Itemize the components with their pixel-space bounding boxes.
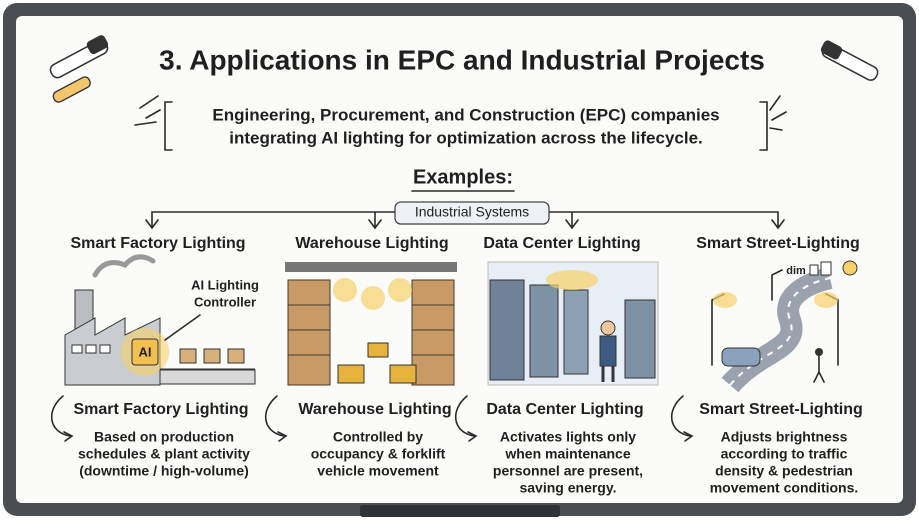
intro-line: integrating AI lighting for optimization… bbox=[229, 128, 703, 147]
column-heading: Smart Street-Lighting bbox=[696, 235, 860, 252]
illustration-label: AI bbox=[139, 344, 152, 359]
description-line: personnel are present, bbox=[493, 463, 643, 479]
page: {"title": "3. Applications in EPC and In… bbox=[0, 0, 919, 519]
caption: Smart Factory Lighting bbox=[73, 401, 248, 418]
whiteboard: 3. Applications in EPC and Industrial Pr… bbox=[0, 0, 919, 519]
column-heading: Smart Factory Lighting bbox=[70, 235, 245, 252]
description-line: density & pedestrian bbox=[715, 463, 853, 479]
caption: Warehouse Lighting bbox=[298, 401, 451, 418]
examples-heading: Examples: bbox=[413, 166, 513, 188]
description-line: schedules & plant activity bbox=[78, 446, 250, 462]
title: 3. Applications in EPC and Industrial Pr… bbox=[159, 44, 765, 75]
illustration-label: dim bbox=[786, 265, 806, 277]
hub-label: Industrial Systems bbox=[415, 204, 529, 220]
illustration-label: Controller bbox=[194, 294, 256, 309]
description-line: saving energy. bbox=[519, 480, 616, 496]
illustration-label: AI Lighting bbox=[191, 277, 259, 292]
column-heading: Warehouse Lighting bbox=[295, 235, 448, 252]
datacenter-illustration bbox=[488, 262, 658, 385]
column-heading: Data Center Lighting bbox=[483, 235, 640, 252]
caption: Data Center Lighting bbox=[486, 401, 643, 418]
marker-tray bbox=[360, 505, 560, 517]
intro-line: Engineering, Procurement, and Constructi… bbox=[212, 105, 719, 124]
description-line: when maintenance bbox=[504, 446, 630, 462]
description-line: Based on production bbox=[94, 429, 234, 445]
description-line: occupancy & forklift bbox=[311, 446, 446, 462]
description-line: vehicle movement bbox=[317, 463, 439, 479]
description-line: (downtime / high-volume) bbox=[79, 463, 249, 479]
caption: Smart Street-Lighting bbox=[699, 401, 863, 418]
description-line: Controlled by bbox=[333, 429, 423, 445]
description-line: Adjusts brightness bbox=[721, 429, 848, 445]
description-line: movement conditions. bbox=[710, 480, 859, 496]
description-line: Activates lights only bbox=[500, 429, 636, 445]
description-line: according to traffic bbox=[721, 446, 848, 462]
